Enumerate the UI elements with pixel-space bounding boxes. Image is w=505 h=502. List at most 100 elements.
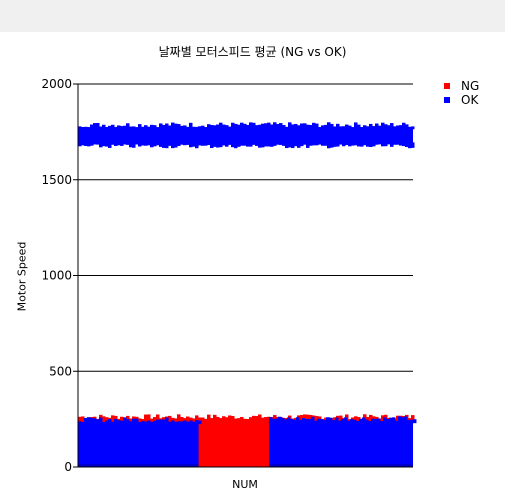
point [307, 418, 312, 424]
point [180, 421, 184, 425]
point [144, 414, 148, 422]
point [213, 125, 217, 130]
point [102, 416, 106, 422]
point [78, 142, 82, 147]
point [258, 142, 262, 148]
point [177, 124, 181, 130]
point [355, 421, 360, 424]
point [228, 415, 232, 422]
point [111, 421, 115, 425]
point [141, 126, 145, 130]
point [312, 142, 316, 146]
point [81, 416, 85, 422]
point [288, 142, 292, 148]
point [327, 142, 331, 149]
point [351, 142, 355, 146]
point [324, 417, 328, 422]
x-axis-label: NUM [232, 478, 258, 491]
point [342, 142, 346, 147]
point [147, 414, 151, 422]
point [267, 122, 271, 130]
point [87, 417, 91, 425]
point [303, 142, 307, 145]
point [207, 414, 211, 422]
point [394, 420, 399, 424]
point [105, 142, 109, 147]
point [306, 124, 310, 130]
point [367, 421, 372, 424]
point [135, 418, 139, 425]
point [153, 125, 157, 130]
point [288, 122, 292, 130]
point [297, 142, 301, 148]
point [135, 142, 139, 145]
point [78, 126, 82, 130]
point [261, 417, 265, 422]
point [153, 420, 157, 425]
point [376, 418, 381, 424]
point [279, 142, 283, 145]
y-tick-label-1500: 1500 [41, 173, 72, 187]
point [372, 126, 376, 130]
point [261, 142, 265, 148]
point [219, 418, 223, 422]
point [342, 126, 346, 130]
point [328, 417, 333, 424]
point [312, 122, 316, 130]
point [90, 142, 94, 146]
point [162, 417, 166, 422]
point [141, 420, 145, 425]
point [186, 421, 190, 425]
point [180, 125, 184, 130]
legend-marker-ok [444, 97, 450, 103]
point [324, 124, 328, 130]
point [111, 124, 115, 130]
point [234, 142, 238, 149]
axes [73, 83, 413, 468]
point [364, 419, 369, 424]
point [400, 417, 405, 424]
point [129, 126, 133, 130]
point [408, 418, 412, 422]
point [357, 142, 361, 147]
point-cluster [78, 127, 413, 144]
point [298, 419, 303, 424]
point [219, 142, 223, 148]
legend-marker-ng [444, 83, 450, 89]
point [129, 418, 133, 422]
point [369, 123, 373, 130]
point [303, 123, 307, 130]
point [354, 142, 358, 146]
y-tick-label-500: 500 [49, 364, 72, 378]
point [315, 142, 319, 146]
point [384, 142, 388, 147]
point [321, 142, 325, 146]
point [201, 417, 205, 422]
point [309, 124, 313, 130]
point [378, 142, 382, 145]
point [237, 142, 241, 147]
point [138, 418, 142, 422]
gridlines [78, 83, 413, 372]
point [183, 420, 187, 425]
point [316, 418, 321, 424]
point [96, 419, 100, 425]
point [177, 142, 181, 147]
point [195, 142, 199, 149]
point [379, 421, 384, 424]
point [126, 142, 130, 145]
point [159, 419, 163, 425]
point [102, 422, 106, 425]
point [408, 142, 412, 149]
point [114, 418, 118, 425]
series-ok-band-2 [268, 416, 417, 467]
series-ok-band-0 [78, 122, 415, 149]
point [286, 417, 291, 424]
point [132, 126, 136, 130]
point [186, 416, 190, 422]
point [108, 142, 112, 148]
point [381, 122, 385, 130]
point [177, 414, 181, 422]
point [87, 127, 91, 130]
